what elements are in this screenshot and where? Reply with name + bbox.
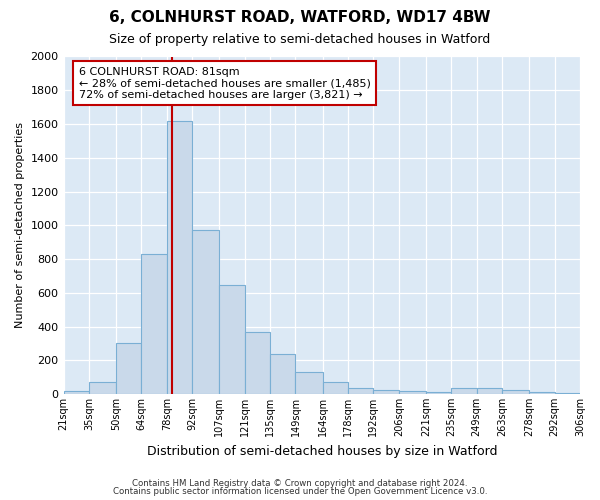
Bar — [220, 285, 245, 394]
Bar — [167, 120, 192, 394]
Text: Contains HM Land Registry data © Crown copyright and database right 2024.: Contains HM Land Registry data © Crown c… — [132, 478, 468, 488]
Bar — [477, 388, 502, 394]
Text: Contains public sector information licensed under the Open Government Licence v3: Contains public sector information licen… — [113, 488, 487, 496]
Bar — [192, 230, 220, 394]
Text: 6 COLNHURST ROAD: 81sqm
← 28% of semi-detached houses are smaller (1,485)
72% of: 6 COLNHURST ROAD: 81sqm ← 28% of semi-de… — [79, 66, 371, 100]
Bar — [554, 393, 580, 394]
Bar — [323, 382, 348, 394]
Bar — [399, 390, 426, 394]
Text: 6, COLNHURST ROAD, WATFORD, WD17 4BW: 6, COLNHURST ROAD, WATFORD, WD17 4BW — [109, 10, 491, 25]
Bar — [64, 392, 89, 394]
Text: Size of property relative to semi-detached houses in Watford: Size of property relative to semi-detach… — [109, 32, 491, 46]
Bar — [348, 388, 373, 394]
Bar — [502, 390, 529, 394]
Bar — [142, 254, 167, 394]
Y-axis label: Number of semi-detached properties: Number of semi-detached properties — [15, 122, 25, 328]
Bar — [529, 392, 554, 394]
Bar — [270, 354, 295, 394]
Bar — [116, 344, 142, 394]
X-axis label: Distribution of semi-detached houses by size in Watford: Distribution of semi-detached houses by … — [146, 444, 497, 458]
Bar — [295, 372, 323, 394]
Bar — [426, 392, 451, 394]
Bar — [245, 332, 270, 394]
Bar — [89, 382, 116, 394]
Bar — [451, 388, 477, 394]
Bar — [373, 390, 399, 394]
